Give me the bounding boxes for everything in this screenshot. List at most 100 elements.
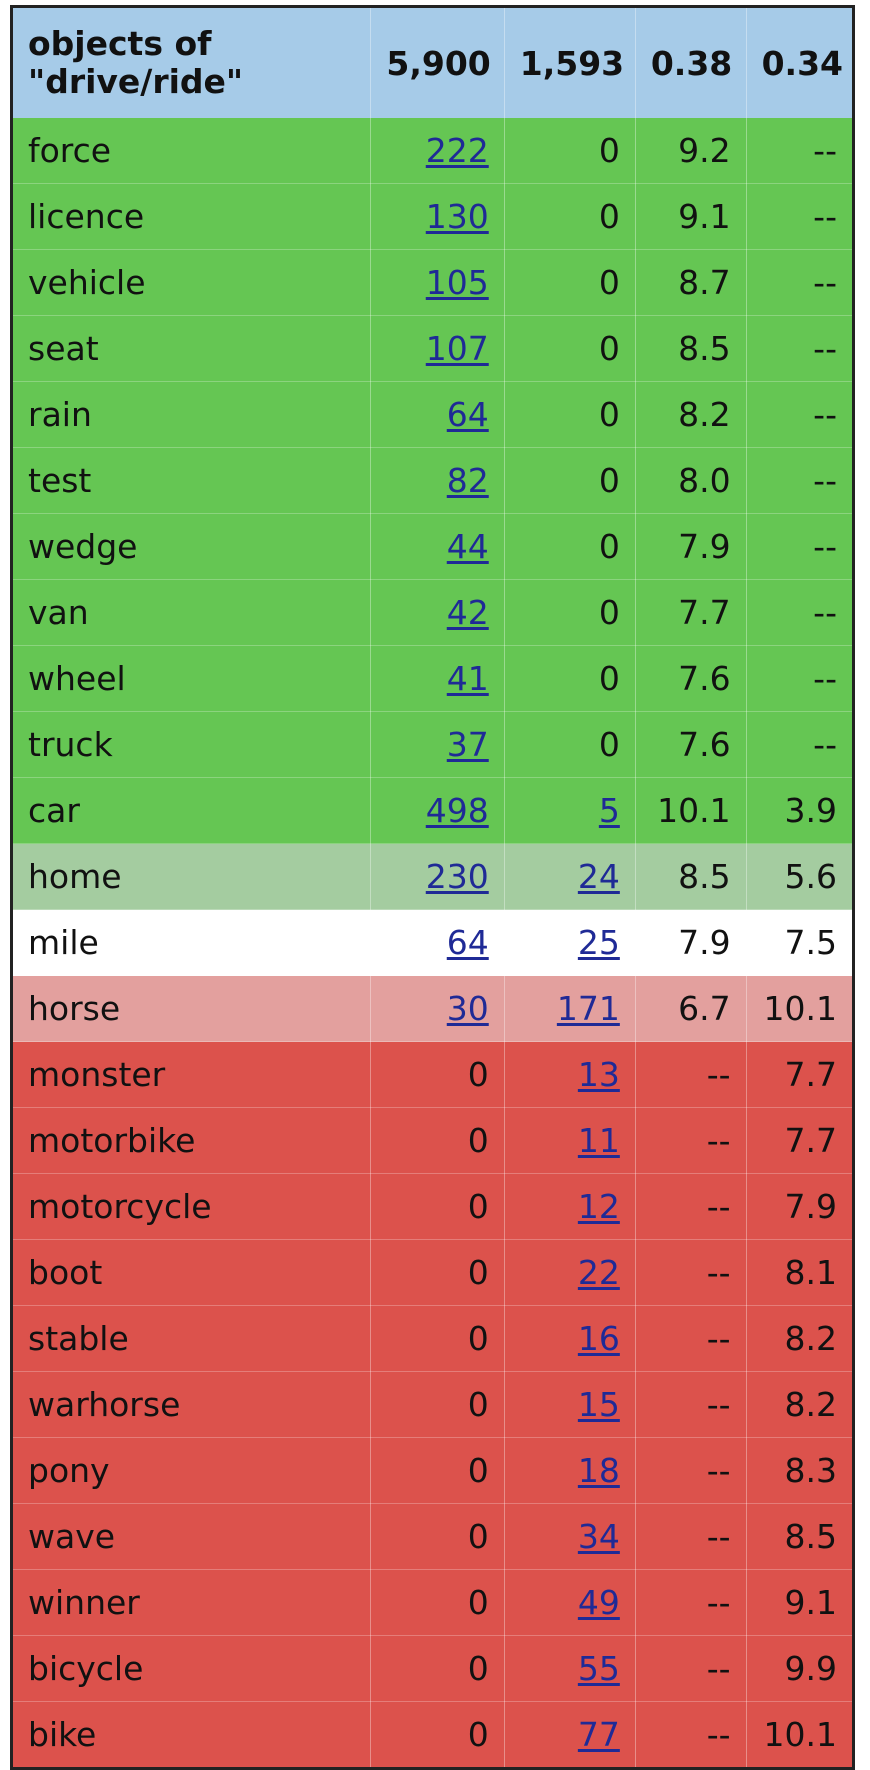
table-row: boot 0 22 -- 8.1 — [11, 1239, 855, 1306]
row-word: licence — [11, 183, 372, 250]
row-word: home — [11, 843, 372, 910]
count-link[interactable]: 222 — [425, 131, 489, 170]
table-row: car 498 5 10.1 3.9 — [11, 777, 855, 844]
count-link[interactable]: 49 — [577, 1583, 620, 1622]
row-count-2: 0 — [504, 579, 636, 646]
row-score-2: 7.7 — [746, 1041, 855, 1108]
row-score-1: -- — [635, 1437, 747, 1504]
row-word: winner — [11, 1569, 372, 1636]
row-word: van — [11, 579, 372, 646]
row-count-2: 5 — [504, 777, 636, 844]
row-score-1: -- — [635, 1371, 747, 1438]
row-count-2: 77 — [504, 1701, 636, 1769]
row-score-2: -- — [746, 381, 855, 448]
row-word: pony — [11, 1437, 372, 1504]
count-link[interactable]: 34 — [577, 1517, 620, 1556]
count-link[interactable]: 171 — [556, 989, 620, 1028]
row-word: vehicle — [11, 249, 372, 316]
count-link[interactable]: 24 — [577, 857, 620, 896]
count-link[interactable]: 64 — [446, 923, 489, 962]
row-score-2: -- — [746, 183, 855, 250]
row-count-1: 44 — [370, 513, 505, 580]
row-score-2: -- — [746, 249, 855, 316]
table-row: test 82 0 8.0 -- — [11, 447, 855, 514]
row-score-2: 8.1 — [746, 1239, 855, 1306]
header-col4: 0.34 — [746, 6, 855, 118]
row-count-1: 0 — [370, 1503, 505, 1570]
row-count-2: 0 — [504, 447, 636, 514]
row-score-1: -- — [635, 1107, 747, 1174]
row-word: test — [11, 447, 372, 514]
count-link[interactable]: 37 — [446, 725, 489, 764]
count-link[interactable]: 22 — [577, 1253, 620, 1292]
row-count-1: 0 — [370, 1437, 505, 1504]
table-row: seat 107 0 8.5 -- — [11, 315, 855, 382]
row-count-2: 0 — [504, 118, 636, 184]
row-score-1: -- — [635, 1635, 747, 1702]
count-link[interactable]: 13 — [577, 1055, 620, 1094]
row-count-1: 498 — [370, 777, 505, 844]
count-link[interactable]: 82 — [446, 461, 489, 500]
row-word: rain — [11, 381, 372, 448]
row-word: horse — [11, 975, 372, 1042]
count-link[interactable]: 5 — [598, 791, 620, 830]
row-count-2: 49 — [504, 1569, 636, 1636]
count-link[interactable]: 107 — [425, 329, 489, 368]
table-row: rain 64 0 8.2 -- — [11, 381, 855, 448]
row-count-1: 0 — [370, 1371, 505, 1438]
count-link[interactable]: 18 — [577, 1451, 620, 1490]
row-count-2: 24 — [504, 843, 636, 910]
count-link[interactable]: 130 — [425, 197, 489, 236]
row-count-1: 0 — [370, 1701, 505, 1769]
row-count-2: 13 — [504, 1041, 636, 1108]
row-score-1: 7.6 — [635, 711, 747, 778]
row-score-1: 6.7 — [635, 975, 747, 1042]
row-count-1: 30 — [370, 975, 505, 1042]
row-count-1: 0 — [370, 1305, 505, 1372]
row-score-1: -- — [635, 1173, 747, 1240]
count-link[interactable]: 44 — [446, 527, 489, 566]
row-word: truck — [11, 711, 372, 778]
count-link[interactable]: 16 — [577, 1319, 620, 1358]
count-link[interactable]: 55 — [577, 1649, 620, 1688]
row-word: motorcycle — [11, 1173, 372, 1240]
row-score-1: 7.9 — [635, 513, 747, 580]
count-link[interactable]: 64 — [446, 395, 489, 434]
header-col2: 1,593 — [504, 6, 636, 118]
count-link[interactable]: 41 — [446, 659, 489, 698]
count-link[interactable]: 230 — [425, 857, 489, 896]
row-count-1: 230 — [370, 843, 505, 910]
row-count-1: 0 — [370, 1107, 505, 1174]
table-row: licence 130 0 9.1 -- — [11, 183, 855, 250]
header-row: objects of "drive/ride" 5,900 1,593 0.38… — [11, 6, 855, 118]
table-row: bike 0 77 -- 10.1 — [11, 1701, 855, 1769]
table-row: stable 0 16 -- 8.2 — [11, 1305, 855, 1372]
count-link[interactable]: 105 — [425, 263, 489, 302]
count-link[interactable]: 15 — [577, 1385, 620, 1424]
table-row: wave 0 34 -- 8.5 — [11, 1503, 855, 1570]
row-score-2: 10.1 — [746, 1701, 855, 1769]
count-link[interactable]: 25 — [577, 923, 620, 962]
row-word: monster — [11, 1041, 372, 1108]
row-count-1: 64 — [370, 381, 505, 448]
row-score-2: 3.9 — [746, 777, 855, 844]
row-count-1: 0 — [370, 1569, 505, 1636]
row-score-1: 7.7 — [635, 579, 747, 646]
row-word: bike — [11, 1701, 372, 1769]
row-score-1: 8.5 — [635, 843, 747, 910]
count-link[interactable]: 498 — [425, 791, 489, 830]
count-link[interactable]: 42 — [446, 593, 489, 632]
row-count-2: 0 — [504, 249, 636, 316]
table-row: truck 37 0 7.6 -- — [11, 711, 855, 778]
row-score-1: 8.0 — [635, 447, 747, 514]
count-link[interactable]: 30 — [446, 989, 489, 1028]
row-score-1: -- — [635, 1305, 747, 1372]
row-score-1: -- — [635, 1239, 747, 1306]
count-link[interactable]: 12 — [577, 1187, 620, 1226]
row-count-2: 25 — [504, 909, 636, 976]
row-count-2: 11 — [504, 1107, 636, 1174]
table-row: wedge 44 0 7.9 -- — [11, 513, 855, 580]
table-row: home 230 24 8.5 5.6 — [11, 843, 855, 910]
count-link[interactable]: 77 — [577, 1715, 620, 1754]
count-link[interactable]: 11 — [577, 1121, 620, 1160]
